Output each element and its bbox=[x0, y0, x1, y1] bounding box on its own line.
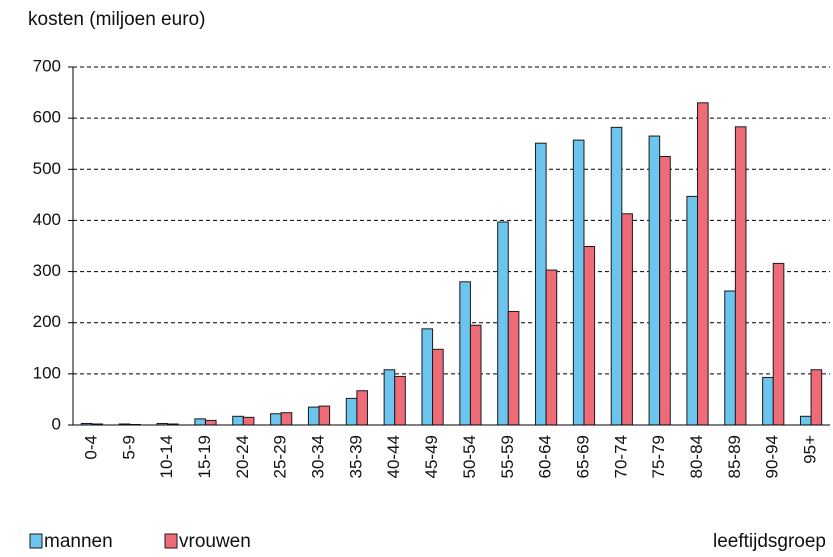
x-tick-label: 95+ bbox=[801, 435, 820, 464]
bar bbox=[497, 221, 509, 426]
bar bbox=[734, 126, 747, 426]
bar bbox=[421, 328, 434, 426]
x-tick-label: 45-49 bbox=[422, 435, 441, 478]
bar bbox=[648, 135, 661, 426]
x-tick-label: 5-9 bbox=[119, 435, 138, 460]
legend-swatch bbox=[164, 533, 178, 549]
x-tick-label: 80-84 bbox=[687, 435, 706, 478]
x-tick-label: 15-19 bbox=[195, 435, 214, 478]
bar bbox=[383, 369, 396, 426]
x-tick-label: 55-59 bbox=[498, 435, 517, 478]
bar bbox=[810, 369, 823, 426]
bar bbox=[307, 406, 320, 426]
x-tick-label: 75-79 bbox=[649, 435, 668, 478]
bar bbox=[270, 413, 282, 426]
bar bbox=[799, 415, 812, 426]
bar bbox=[697, 102, 709, 426]
x-tick-label: 70-74 bbox=[611, 435, 630, 478]
bar bbox=[469, 324, 482, 426]
y-tick-label: 0 bbox=[52, 414, 61, 433]
bar bbox=[242, 416, 255, 426]
bar bbox=[724, 290, 736, 426]
bar bbox=[610, 126, 623, 426]
legend-label: vrouwen bbox=[179, 531, 251, 552]
x-tick-label: 25-29 bbox=[271, 435, 290, 478]
bar bbox=[545, 269, 558, 426]
bar bbox=[772, 262, 785, 426]
x-tick-label: 30-34 bbox=[309, 435, 328, 478]
bar bbox=[432, 348, 444, 426]
bar bbox=[194, 418, 206, 426]
x-tick-label: 20-24 bbox=[233, 435, 252, 478]
legend-label: mannen bbox=[44, 531, 113, 552]
x-tick-label: 85-89 bbox=[725, 435, 744, 478]
x-tick-label: 40-44 bbox=[384, 435, 403, 478]
bar bbox=[394, 375, 406, 426]
y-axis-title: kosten (miljoen euro) bbox=[28, 9, 205, 30]
bar bbox=[232, 415, 244, 426]
legend-swatch bbox=[29, 533, 43, 549]
y-tick-label: 600 bbox=[33, 108, 61, 127]
y-tick-label: 500 bbox=[33, 159, 61, 178]
bar bbox=[204, 419, 217, 426]
x-tick-label: 60-64 bbox=[536, 435, 555, 478]
bar bbox=[762, 376, 774, 426]
bar bbox=[318, 405, 331, 426]
x-axis-title: leeftijdsgroep bbox=[713, 531, 826, 552]
bar bbox=[345, 397, 358, 426]
x-tick-label: 35-39 bbox=[346, 435, 365, 478]
bar bbox=[507, 310, 520, 426]
x-tick-label: 50-54 bbox=[460, 435, 479, 478]
y-tick-label: 300 bbox=[33, 261, 61, 280]
bar bbox=[621, 213, 633, 426]
x-tick-label: 0-4 bbox=[81, 435, 100, 460]
bar bbox=[583, 246, 596, 426]
x-tick-label: 90-94 bbox=[763, 435, 782, 478]
bar bbox=[356, 390, 368, 426]
bar bbox=[459, 281, 471, 426]
bar bbox=[686, 195, 699, 426]
y-tick-label: 100 bbox=[33, 363, 61, 382]
bar bbox=[659, 156, 671, 426]
x-tick-label: 10-14 bbox=[157, 435, 176, 478]
y-tick-label: 400 bbox=[33, 210, 61, 229]
x-tick-label: 65-69 bbox=[573, 435, 592, 478]
y-tick-label: 700 bbox=[33, 56, 61, 75]
bar bbox=[280, 412, 293, 426]
bar bbox=[572, 139, 585, 426]
y-tick-label: 200 bbox=[33, 312, 61, 331]
bar bbox=[535, 142, 547, 426]
